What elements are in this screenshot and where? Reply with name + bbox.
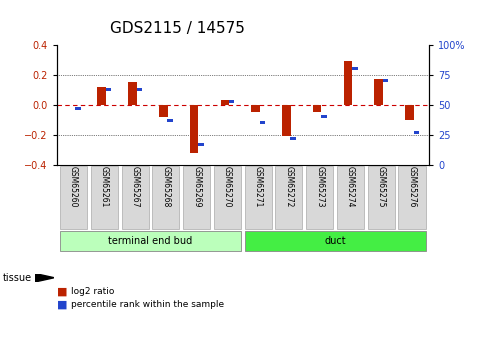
Text: GSM65273: GSM65273 (315, 166, 324, 207)
Text: GDS2115 / 14575: GDS2115 / 14575 (110, 21, 245, 36)
Bar (374, 79, 383, 105)
FancyBboxPatch shape (245, 166, 272, 229)
Bar (282, 105, 291, 136)
Text: GSM65272: GSM65272 (284, 166, 293, 207)
Bar (198, 143, 204, 146)
FancyBboxPatch shape (368, 166, 395, 229)
Bar (383, 79, 388, 82)
Bar (159, 105, 168, 117)
FancyBboxPatch shape (152, 166, 179, 229)
FancyBboxPatch shape (214, 166, 241, 229)
Text: percentile rank within the sample: percentile rank within the sample (71, 300, 225, 309)
Bar (260, 121, 265, 125)
Bar (75, 107, 81, 110)
FancyBboxPatch shape (183, 166, 210, 229)
Bar (344, 61, 352, 105)
Text: GSM65275: GSM65275 (377, 166, 386, 207)
FancyBboxPatch shape (245, 231, 425, 251)
FancyBboxPatch shape (306, 166, 333, 229)
Bar (229, 99, 235, 103)
Text: duct: duct (324, 236, 346, 246)
Bar (168, 119, 173, 122)
Text: terminal end bud: terminal end bud (108, 236, 193, 246)
Bar (313, 105, 321, 112)
Text: log2 ratio: log2 ratio (71, 287, 115, 296)
FancyBboxPatch shape (60, 231, 241, 251)
Bar (352, 67, 357, 70)
Text: GSM65269: GSM65269 (192, 166, 201, 207)
Text: GSM65267: GSM65267 (131, 166, 140, 207)
FancyBboxPatch shape (91, 166, 118, 229)
Bar (251, 105, 260, 112)
Bar (220, 100, 229, 105)
Text: GSM65268: GSM65268 (161, 166, 171, 207)
Bar (128, 82, 137, 105)
Text: ■: ■ (57, 287, 67, 296)
Text: GSM65276: GSM65276 (408, 166, 417, 207)
Text: GSM65270: GSM65270 (223, 166, 232, 207)
Bar (106, 88, 111, 91)
Text: GSM65261: GSM65261 (100, 166, 109, 207)
Bar (290, 137, 296, 140)
Bar (137, 88, 142, 91)
Text: GSM65260: GSM65260 (69, 166, 78, 207)
Bar (190, 105, 198, 153)
Bar (414, 131, 419, 134)
FancyBboxPatch shape (337, 166, 364, 229)
Bar (321, 115, 327, 118)
FancyBboxPatch shape (122, 166, 149, 229)
FancyBboxPatch shape (60, 166, 87, 229)
FancyBboxPatch shape (398, 166, 425, 229)
Bar (405, 105, 414, 120)
Polygon shape (35, 274, 54, 282)
Text: GSM65274: GSM65274 (346, 166, 355, 207)
Text: GSM65271: GSM65271 (254, 166, 263, 207)
FancyBboxPatch shape (276, 166, 303, 229)
Text: tissue: tissue (2, 273, 32, 283)
Text: ■: ■ (57, 299, 67, 309)
Bar (98, 87, 106, 105)
